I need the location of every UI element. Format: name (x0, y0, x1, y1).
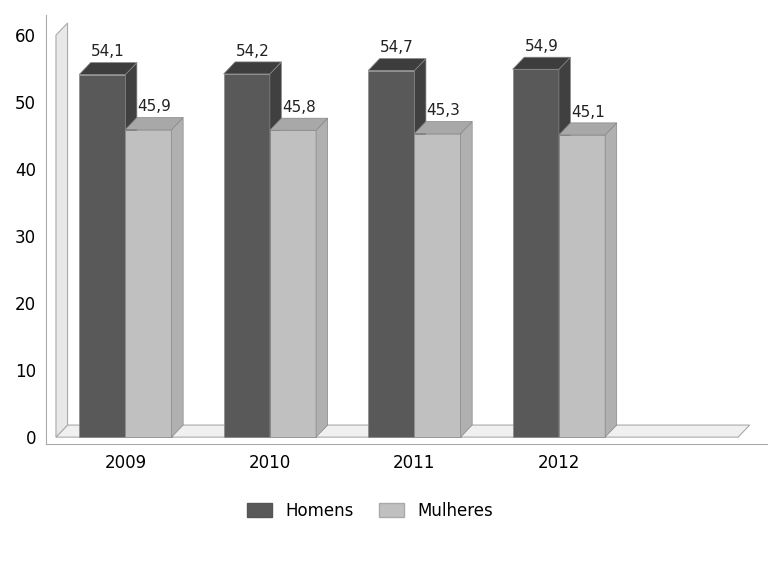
Polygon shape (316, 118, 328, 437)
Polygon shape (171, 118, 183, 437)
Polygon shape (56, 23, 67, 437)
Polygon shape (224, 74, 270, 437)
Text: 45,1: 45,1 (571, 104, 604, 119)
Polygon shape (125, 63, 137, 437)
Polygon shape (270, 62, 282, 437)
Text: 54,9: 54,9 (525, 39, 558, 54)
Polygon shape (559, 123, 617, 135)
Polygon shape (559, 57, 570, 437)
Polygon shape (368, 71, 414, 437)
Polygon shape (414, 122, 472, 134)
Text: 45,3: 45,3 (426, 103, 461, 118)
Polygon shape (368, 59, 426, 71)
Polygon shape (414, 134, 461, 437)
Polygon shape (125, 118, 183, 130)
Polygon shape (270, 118, 328, 130)
Text: 45,9: 45,9 (138, 99, 171, 114)
Polygon shape (79, 63, 137, 75)
Text: 45,8: 45,8 (282, 100, 316, 115)
Text: 54,1: 54,1 (91, 44, 125, 59)
Legend: Homens, Mulheres: Homens, Mulheres (241, 495, 500, 526)
Text: 54,7: 54,7 (380, 40, 414, 55)
Polygon shape (559, 135, 605, 437)
Polygon shape (125, 130, 171, 437)
Polygon shape (513, 69, 559, 437)
Polygon shape (414, 59, 426, 437)
Text: 54,2: 54,2 (235, 43, 269, 59)
Polygon shape (79, 75, 125, 437)
Polygon shape (270, 130, 316, 437)
Polygon shape (461, 122, 472, 437)
Polygon shape (605, 123, 617, 437)
Polygon shape (224, 62, 282, 74)
Polygon shape (513, 57, 570, 69)
Polygon shape (56, 425, 750, 437)
